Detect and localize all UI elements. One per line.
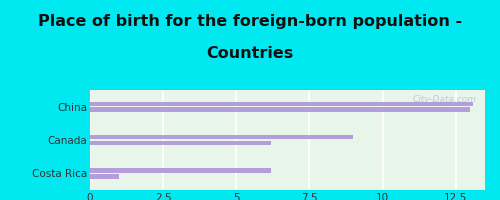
Bar <box>90 141 272 145</box>
Text: City-Data.com: City-Data.com <box>413 95 477 104</box>
Bar <box>90 174 120 178</box>
Bar <box>90 168 272 172</box>
Bar <box>90 135 353 139</box>
Text: Place of birth for the foreign-born population -: Place of birth for the foreign-born popu… <box>38 14 462 29</box>
Text: Countries: Countries <box>206 46 294 61</box>
Bar <box>90 107 470 112</box>
Bar <box>90 102 473 106</box>
